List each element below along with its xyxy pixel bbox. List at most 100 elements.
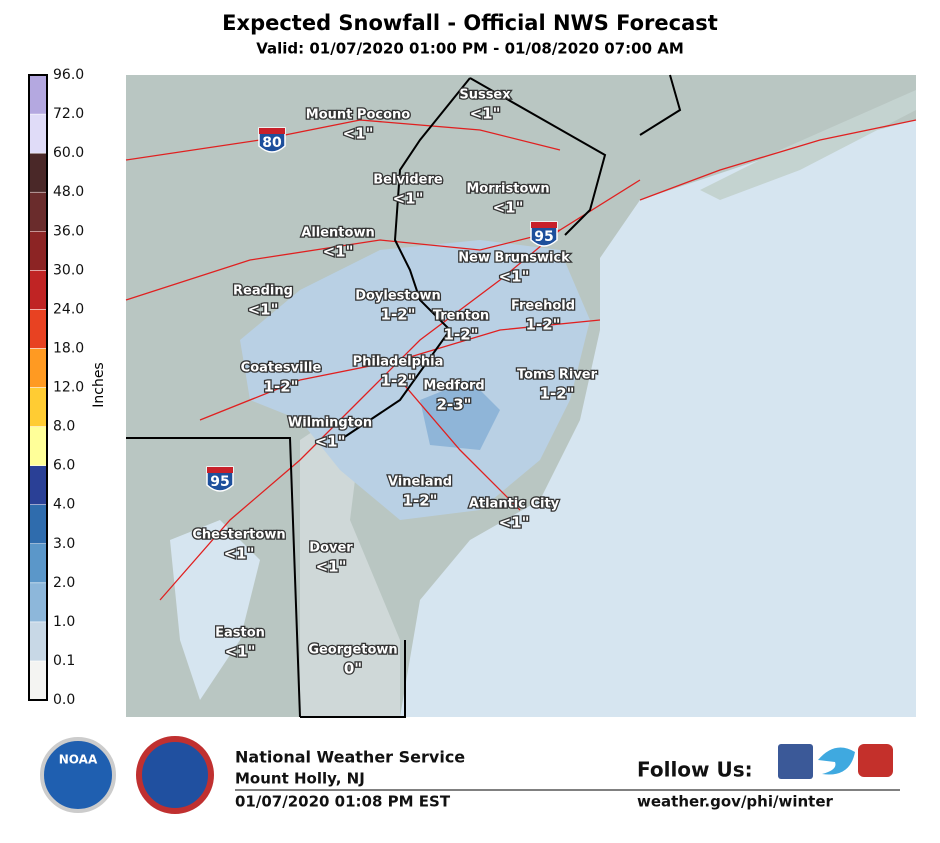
colorbar-tick-label: 60.0: [53, 145, 84, 161]
place-amount: 0": [344, 660, 362, 678]
colorbar-tick-label: 2.0: [53, 575, 75, 591]
place-amount: <1": [225, 643, 256, 661]
place-amount: <1": [499, 514, 530, 532]
colorbar-tick-label: 4.0: [53, 497, 75, 513]
color-band: [28, 231, 48, 271]
colorbar-tick-label: 6.0: [53, 458, 75, 474]
place-name: Georgetown: [308, 643, 397, 658]
delmarva: [300, 420, 400, 717]
colorbar-tick-label: 8.0: [53, 419, 75, 435]
office: Mount Holly, NJ: [235, 770, 365, 788]
color-band: [28, 504, 48, 544]
place-name: Sussex: [459, 88, 511, 103]
color-band: [28, 387, 48, 427]
noaa-logo: [40, 737, 116, 813]
twitter-icon[interactable]: [818, 747, 855, 775]
subtitle: Valid: 01/07/2020 01:00 PM - 01/08/2020 …: [256, 40, 684, 58]
colorbar-tick-label: 1.0: [53, 614, 75, 630]
colorbar-tick-label: 3.0: [53, 536, 75, 552]
place-name: Morristown: [466, 182, 549, 197]
agency: National Weather Service: [235, 748, 465, 767]
shield-number: 80: [262, 135, 282, 151]
place-name: Belvidere: [373, 173, 443, 188]
roads: [125, 119, 917, 601]
place-amount: <1": [393, 190, 424, 208]
noaa-text: NOAA: [59, 753, 98, 767]
colorbar-tick-label: 30.0: [53, 262, 84, 278]
colorbar-tick-label: 36.0: [53, 223, 84, 239]
colorbar-frame: [28, 74, 48, 701]
color-band: [28, 348, 48, 388]
long-island: [700, 90, 916, 200]
shields: 80 95 95: [206, 127, 558, 492]
place-name: Mount Pocono: [306, 108, 410, 123]
place-name: Chestertown: [192, 528, 285, 543]
place-name: New Brunswick: [458, 251, 570, 266]
shield-top: [531, 222, 557, 228]
place-amount: 1-2": [540, 385, 575, 403]
place-amount: <1": [343, 125, 374, 143]
place-amount: <1": [493, 199, 524, 217]
nws-logo: [136, 736, 214, 814]
place-amount: 1-2": [526, 316, 561, 334]
place-name: Coatesville: [241, 361, 322, 376]
map: 80 95 95 Mount Pocono <1" Sussex <1" Belvidere…: [125, 74, 917, 718]
state-lines: [126, 74, 682, 718]
place-amount: 1-2": [381, 372, 416, 390]
place-amount: 2-3": [437, 396, 472, 414]
place-name: Vineland: [388, 475, 452, 490]
place-name: Allentown: [301, 226, 374, 241]
place-name: Doylestown: [355, 289, 441, 304]
place-name: Trenton: [433, 309, 489, 324]
place-amount: <1": [323, 243, 354, 261]
snow-2-3: [420, 380, 500, 450]
place-name: Atlantic City: [469, 497, 560, 512]
color-band: [28, 152, 48, 193]
shield-number: 95: [210, 474, 229, 490]
place-amount: 1-2": [264, 378, 299, 396]
places: Mount Pocono <1" Sussex <1" Belvidere <1" Morr…: [191, 86, 599, 679]
colorbar-label: Inches: [91, 362, 107, 407]
url[interactable]: weather.gov/phi/winter: [637, 793, 833, 811]
place-name: Freehold: [511, 299, 575, 314]
place-amount: <1": [316, 558, 347, 576]
color-band: [28, 465, 48, 505]
place-amount: <1": [248, 301, 279, 319]
bay: [170, 520, 260, 700]
follow: Follow Us:: [637, 758, 753, 782]
colorbar-tick-label: 0.1: [53, 653, 75, 669]
place-name: Wilmington: [288, 416, 372, 431]
place-name: Reading: [233, 284, 293, 299]
shield-top: [259, 128, 285, 134]
color-band: [28, 270, 48, 310]
colorbar-tick-label: 96.0: [53, 67, 84, 83]
color-band: [28, 426, 48, 466]
place-amount: <1": [470, 105, 501, 123]
colorbar-tick-label: 72.0: [53, 106, 84, 122]
place-name: Philadelphia: [353, 355, 444, 370]
colorbar-tick-label: 0.0: [53, 692, 75, 708]
colorbar-tick-label: 24.0: [53, 301, 84, 317]
footer: NOAA National Weather Service Mount Holl…: [40, 736, 900, 814]
title: Expected Snowfall - Official NWS Forecas…: [222, 11, 718, 35]
place-amount: 1-2": [381, 306, 416, 324]
colorbar-tick-label: 12.0: [53, 380, 84, 396]
shield-number: 95: [534, 229, 553, 245]
colorbar: 0.0 0.1 1.0 2.0 3.0 4.0 6.0 8.0 12.0 18.0 24.0 30.0…: [28, 67, 84, 708]
color-band: [28, 191, 48, 232]
place-amount: <1": [315, 433, 346, 451]
place-amount: <1": [224, 545, 255, 563]
color-band: [28, 74, 48, 115]
place-amount: 1-2": [403, 492, 438, 510]
color-band: [28, 660, 48, 701]
place-amount: <1": [499, 268, 530, 286]
colorbar-tick-label: 48.0: [53, 184, 84, 200]
youtube-icon[interactable]: [858, 744, 893, 777]
color-band: [28, 113, 48, 154]
place-name: Easton: [215, 626, 265, 641]
issued: 01/07/2020 01:08 PM EST: [235, 793, 451, 811]
ocean: [400, 120, 916, 717]
place-amount: 1-2": [444, 326, 479, 344]
facebook-icon[interactable]: [778, 744, 813, 779]
